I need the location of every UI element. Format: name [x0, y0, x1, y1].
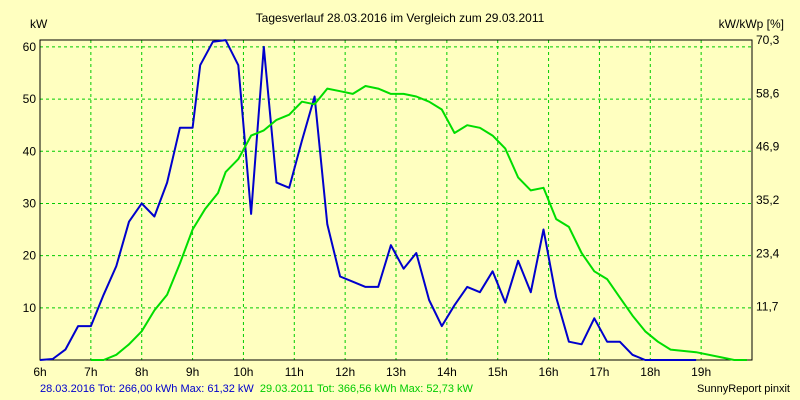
- x-tick-label: 16h: [539, 365, 559, 379]
- x-tick-label: 7h: [84, 365, 97, 379]
- plot-frame: [39, 39, 753, 361]
- x-tick-label: 9h: [186, 365, 199, 379]
- left-axis: 10 20 30 40 50 60: [23, 40, 37, 315]
- x-tick-label: 12h: [335, 365, 355, 379]
- left-axis-unit: kW: [30, 17, 48, 31]
- y-tick-label-left: 60: [23, 40, 37, 54]
- footer-green-label: 29.03.2011 Tot: 366,56 kWh Max: 52,73 kW: [260, 383, 474, 395]
- y-tick-label-right: 11,7: [756, 300, 779, 314]
- brand-label: SunnyReport pinxit: [697, 383, 790, 395]
- y-tick-label-right: 35,2: [756, 193, 780, 207]
- x-tick-label: 13h: [386, 365, 406, 379]
- y-tick-label-left: 50: [23, 92, 37, 106]
- y-tick-label-right: 58,6: [756, 86, 780, 100]
- x-tick-label: 17h: [589, 365, 609, 379]
- y-tick-label-left: 40: [23, 144, 37, 158]
- y-tick-label-right: 70,3: [756, 33, 780, 47]
- y-tick-label-right: 23,4: [756, 246, 780, 260]
- x-tick-label: 18h: [640, 365, 660, 379]
- footer-series-blue: 28.03.2016 Tot: 266,00 kWh Max: 61,32 kW…: [40, 383, 473, 395]
- series-line-green: [90, 85, 747, 361]
- x-tick-label: 8h: [135, 365, 148, 379]
- x-tick-label: 19h: [691, 365, 711, 379]
- y-tick-label-left: 30: [23, 196, 37, 210]
- right-axis: 11,7 23,4 35,2 46,9 58,6 70,3: [756, 33, 780, 314]
- x-tick-label: 14h: [437, 365, 457, 379]
- x-tick-label: 10h: [233, 365, 253, 379]
- y-tick-label-right: 46,9: [756, 140, 780, 154]
- series-line-blue: [39, 39, 697, 361]
- series-group: [39, 39, 747, 361]
- x-tick-label: 15h: [488, 365, 508, 379]
- chart-title: Tagesverlauf 28.03.2016 im Vergleich zum…: [256, 11, 545, 25]
- x-axis: 6h 7h 8h 9h 10h 11h 12h 13h 14h 15h 16h 17h 18h 19h: [33, 365, 711, 379]
- y-tick-label-left: 10: [23, 301, 37, 315]
- footer-blue-label: 28.03.2016 Tot: 266,00 kWh Max: 61,32 kW: [40, 383, 254, 395]
- right-axis-unit: kW/kWp [%]: [719, 17, 784, 31]
- x-tick-label: 6h: [33, 365, 46, 379]
- y-tick-label-left: 20: [23, 249, 37, 263]
- grid: [40, 40, 752, 360]
- x-tick-label: 11h: [285, 365, 304, 379]
